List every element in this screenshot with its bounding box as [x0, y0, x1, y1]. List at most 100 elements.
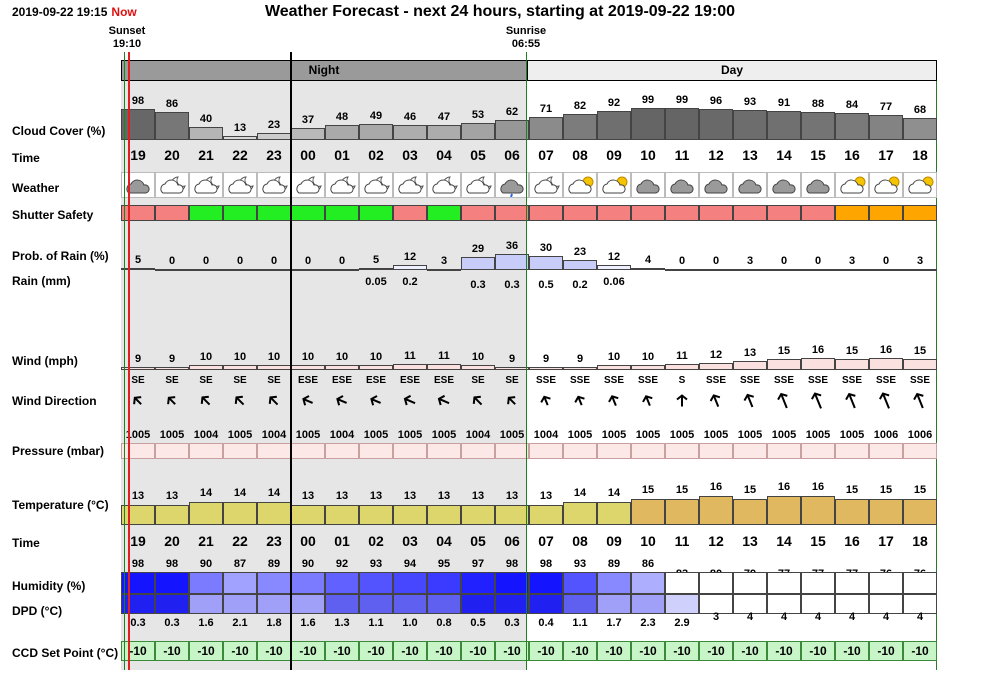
time-hour: 12: [708, 533, 724, 549]
temperature-value: 13: [539, 490, 553, 502]
wind-bar: [597, 365, 631, 370]
midnight-marker: [290, 52, 292, 670]
pressure-cell: [393, 443, 427, 459]
humidity-bar: [903, 572, 937, 594]
partly-cloudy-day-icon: [869, 172, 903, 198]
prob-rain-value: 0: [338, 255, 346, 267]
label-shutter-safety: Shutter Safety: [12, 208, 94, 222]
temperature-bar: [461, 505, 495, 525]
shutter-safety-cell: [427, 205, 461, 221]
pressure-cell: [155, 443, 189, 459]
shutter-safety-cell: [801, 205, 835, 221]
shutter-safety-cell: [495, 205, 529, 221]
partly-cloudy-night-icon: [427, 172, 461, 198]
pressure-value: 1005: [737, 429, 763, 441]
dpd-value: 0.3: [504, 617, 520, 629]
ccd-set-point-cell: -10: [597, 641, 631, 661]
dpd-value: 0.4: [538, 617, 554, 629]
pressure-value: 1005: [771, 429, 797, 441]
pressure-value: 1005: [499, 429, 525, 441]
temperature-value: 16: [811, 481, 825, 493]
cloud-cover-value: 37: [301, 114, 315, 126]
humidity-bar: [563, 572, 597, 594]
temperature-value: 16: [709, 481, 723, 493]
humidity-bar: [189, 572, 223, 594]
pressure-cell: [325, 443, 359, 459]
temperature-value: 14: [199, 487, 213, 499]
humidity-bar: [121, 572, 155, 594]
time-hour: 05: [470, 533, 486, 549]
label-ccd-set-point: CCD Set Point (°C): [12, 646, 119, 660]
wind-bar: [291, 365, 325, 370]
prob-rain-bar: [733, 269, 767, 271]
temperature-value: 15: [675, 484, 689, 496]
label-pressure: Pressure (mbar): [12, 444, 105, 458]
prob-rain-value: 12: [403, 251, 417, 263]
shutter-safety-cell: [563, 205, 597, 221]
prob-rain-value: 30: [539, 242, 553, 254]
dpd-value: 2.1: [232, 617, 248, 629]
prob-rain-value: 0: [202, 255, 210, 267]
now-link[interactable]: Now: [111, 5, 137, 19]
pressure-cell: [495, 443, 529, 459]
humidity-bar: [699, 572, 733, 594]
temperature-value: 14: [607, 487, 621, 499]
rain-mm-value: 0.3: [470, 279, 486, 291]
temperature-bar: [495, 505, 529, 525]
prob-rain-bar: [767, 269, 801, 271]
humidity-value: 86: [641, 558, 655, 570]
wind-bar: [257, 365, 291, 370]
wind-direction-arrow-icon: [767, 388, 801, 412]
pressure-cell: [223, 443, 257, 459]
cloud-cover-value: 99: [675, 94, 689, 106]
page-title: Weather Forecast - next 24 hours, starti…: [264, 3, 736, 20]
partly-cloudy-night-icon: [461, 172, 495, 198]
temperature-value: 13: [131, 490, 145, 502]
dpd-bar: [767, 594, 801, 614]
shutter-safety-cell: [903, 205, 937, 221]
humidity-value: 90: [301, 558, 315, 570]
cloud-cover-value: 92: [607, 97, 621, 109]
temperature-value: 14: [573, 487, 587, 499]
pressure-value: 1004: [533, 429, 559, 441]
prob-rain-value: 3: [916, 255, 924, 267]
time-hour: 07: [538, 147, 554, 163]
label-cloud-cover: Cloud Cover (%): [12, 124, 106, 138]
prob-rain-bar: [427, 269, 461, 271]
shutter-safety-cell: [767, 205, 801, 221]
prob-rain-value: 0: [780, 255, 788, 267]
ccd-set-point-cell: -10: [767, 641, 801, 661]
rain-mm-value: 0.5: [538, 279, 554, 291]
humidity-bar: [155, 572, 189, 594]
dpd-value: 0.8: [436, 617, 452, 629]
wind-value: 10: [301, 351, 315, 363]
pressure-cell: [801, 443, 835, 459]
temperature-value: 13: [301, 490, 315, 502]
pressure-value: 1005: [363, 429, 389, 441]
cloud-cover-bar: [223, 136, 257, 140]
prob-rain-bar: [597, 265, 631, 270]
wind-bar: [461, 365, 495, 370]
time-hour: 19: [130, 147, 146, 163]
sunrise-time: 06:55: [511, 38, 541, 50]
partly-cloudy-day-icon: [835, 172, 869, 198]
cloud-icon: [631, 172, 665, 198]
wind-value: 9: [134, 353, 142, 365]
temperature-bar: [359, 505, 393, 525]
partly-cloudy-night-icon: [223, 172, 257, 198]
dpd-value: 1.6: [300, 617, 316, 629]
time-hour: 13: [742, 147, 758, 163]
humidity-bar: [427, 572, 461, 594]
day-band: Day: [527, 60, 937, 81]
wind-direction-arrow-icon: [291, 388, 325, 412]
time-hour: 00: [300, 533, 316, 549]
humidity-value: 93: [369, 558, 383, 570]
dpd-bar: [325, 594, 359, 614]
cloud-cover-value: 47: [437, 111, 451, 123]
partly-cloudy-night-icon: [393, 172, 427, 198]
wind-bar: [529, 367, 563, 370]
time-hour: 13: [742, 533, 758, 549]
temperature-bar: [257, 502, 291, 525]
humidity-value: 90: [199, 558, 213, 570]
time-hour: 23: [266, 147, 282, 163]
